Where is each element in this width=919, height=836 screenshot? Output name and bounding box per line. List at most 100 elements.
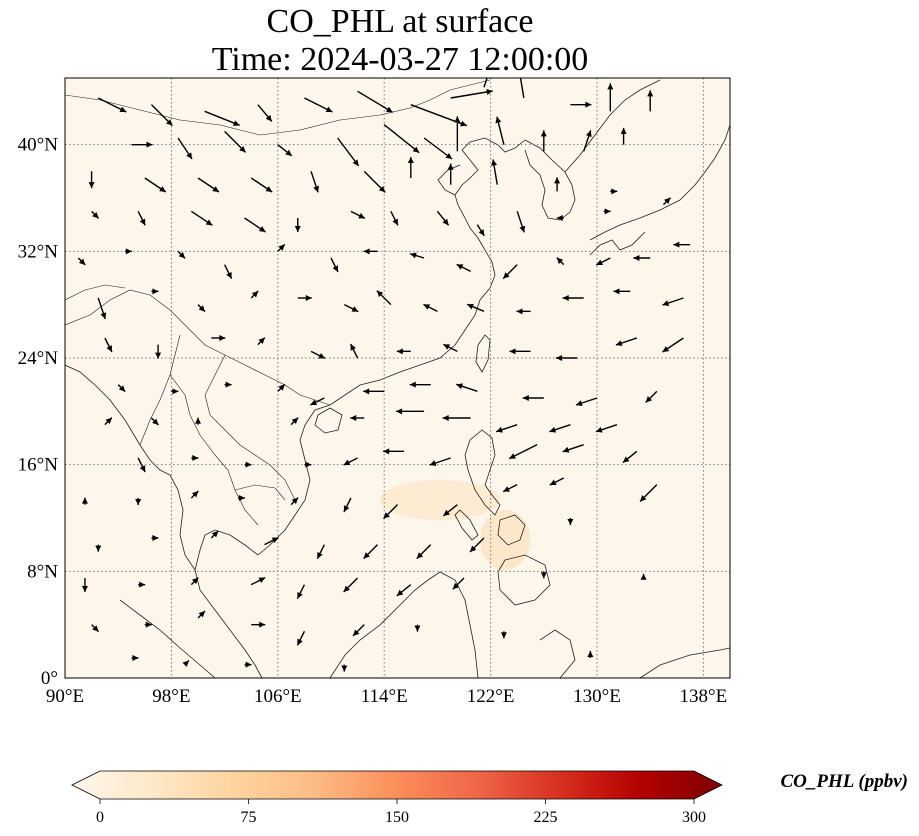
border-north: [429, 79, 491, 101]
wind-vector: [195, 417, 201, 425]
wind-vector: [456, 263, 471, 272]
wind-vector: [509, 348, 531, 355]
wind-vector: [443, 343, 458, 352]
wind-vector: [452, 577, 465, 590]
wind-vector: [137, 211, 146, 226]
wind-vector: [155, 344, 162, 359]
wind-vector: [223, 264, 233, 279]
coastline-andaman: [65, 364, 196, 571]
wind-vector: [454, 116, 461, 152]
wind-vector-field: [77, 78, 691, 672]
wind-vector: [244, 461, 252, 468]
wind-vector: [673, 241, 691, 248]
wind-vector: [224, 381, 232, 388]
wind-vector: [197, 304, 206, 313]
wind-vector: [310, 397, 325, 406]
wind-vector: [349, 343, 359, 359]
lon-tick-label-5: 130°E: [573, 686, 621, 707]
wind-vector: [190, 577, 199, 586]
lat-tick-label-0: 0°: [41, 668, 58, 689]
border-cambodia: [234, 484, 286, 501]
latitude-tick-labels: 0° 8°N 16°N 24°N 32°N 40°N: [18, 135, 59, 689]
coastline-taiwan: [475, 334, 491, 373]
wind-vector: [77, 257, 86, 266]
wind-vector: [442, 415, 471, 421]
coastline-japan: [589, 124, 730, 241]
wind-vector: [144, 177, 167, 193]
wind-vector: [495, 424, 518, 433]
wind-vector: [540, 571, 547, 579]
wind-vector: [423, 137, 453, 160]
lat-tick-label-5: 40°N: [18, 135, 59, 156]
wind-vector: [508, 444, 538, 460]
coastline-luzon: [464, 429, 501, 516]
wind-vector: [137, 457, 146, 473]
wind-vector: [197, 610, 206, 619]
wind-vector: [352, 624, 365, 637]
lon-tick-label-4: 122°E: [467, 686, 515, 707]
wind-vector: [414, 624, 421, 632]
colorbar-tick-label-4: 300: [682, 809, 706, 826]
wind-vector: [250, 290, 259, 299]
wind-vector: [97, 97, 127, 113]
wind-vector: [502, 484, 518, 493]
wind-vector: [150, 417, 159, 426]
wind-vector: [297, 295, 312, 301]
coastline-china-east: [329, 137, 526, 406]
wind-vector: [491, 159, 498, 185]
wind-vector: [610, 188, 618, 195]
wind-vector: [316, 544, 325, 559]
wind-vector: [495, 116, 505, 145]
wind-vector: [138, 581, 146, 588]
coastline-hainan: [314, 407, 343, 434]
wind-vector: [151, 535, 159, 541]
wind-vector: [409, 381, 431, 388]
wind-vector: [640, 573, 647, 580]
wind-vector: [337, 137, 360, 167]
wind-vector: [290, 497, 299, 506]
wind-vector: [296, 584, 306, 599]
wind-vector: [622, 450, 638, 464]
wind-vector: [190, 490, 199, 499]
wind-vector: [251, 621, 266, 628]
wind-vector: [264, 537, 279, 546]
wind-vector: [409, 252, 425, 259]
coastline-mindanao: [497, 554, 551, 606]
wind-vector: [483, 78, 488, 88]
wind-vector: [556, 257, 565, 266]
wind-vector: [290, 417, 299, 426]
wind-vector: [396, 408, 425, 415]
wind-vector: [595, 424, 618, 433]
wind-vector: [396, 348, 411, 355]
wind-vector: [447, 163, 454, 185]
wind-vector: [363, 544, 379, 560]
colorbar-label: CO_PHL (ppbv): [780, 771, 908, 792]
wind-vector: [519, 78, 525, 99]
lon-tick-label-0: 90°E: [46, 686, 84, 707]
wind-vector: [296, 631, 306, 646]
wind-vector: [416, 544, 432, 560]
coastline-visayas: [497, 514, 526, 546]
wind-vector: [556, 215, 564, 221]
coastline-korea: [524, 139, 576, 221]
wind-vector: [197, 177, 220, 193]
wind-vector: [171, 388, 179, 395]
wind-vector: [549, 477, 565, 486]
border-mongolia: [65, 94, 431, 136]
wind-vector: [177, 137, 193, 160]
wind-vector: [343, 577, 359, 593]
wind-vector: [88, 171, 95, 189]
lat-tick-label-1: 8°N: [27, 561, 58, 582]
wind-vector: [310, 171, 319, 193]
wind-vector: [91, 210, 100, 219]
wind-vector: [587, 651, 594, 658]
map-title: CO_PHL at surface: [266, 3, 534, 40]
wind-vector: [363, 388, 385, 395]
colorbar-ticks: 0 75 150 225 300: [96, 799, 706, 826]
wind-vector: [350, 210, 366, 219]
gridlines: [65, 78, 730, 678]
wind-vector: [244, 661, 252, 668]
wind-vector: [613, 288, 631, 295]
wind-vector: [383, 124, 420, 154]
